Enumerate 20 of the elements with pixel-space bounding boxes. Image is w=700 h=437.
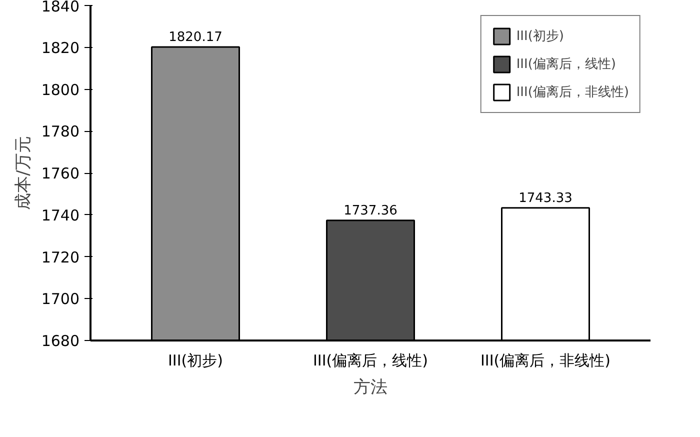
y-tick-label: 1740 — [41, 206, 80, 224]
y-tick-label: 1800 — [41, 80, 80, 99]
x-tick-label: III(偏离后，线性) — [313, 352, 428, 370]
x-tick-label: III(偏离后，非线性) — [480, 352, 610, 370]
x-tick-label: III(初步) — [168, 352, 223, 370]
data-label: 1820.17 — [168, 30, 222, 46]
data-label: 1743.33 — [518, 190, 572, 206]
y-tick-label: 1780 — [41, 122, 80, 141]
x-axis-title: 方法 — [354, 378, 388, 398]
y-tick-label: 1820 — [41, 38, 80, 57]
data-label: 1737.36 — [344, 203, 398, 218]
legend-label: III(偏离后，线性) — [516, 56, 616, 73]
y-tick-label: 1720 — [41, 248, 80, 266]
y-tick-label: 1700 — [41, 290, 80, 308]
legend-label: III(初步) — [516, 28, 564, 45]
legend-label: III(偏离后，非线性) — [516, 84, 629, 101]
y-tick-label: 1680 — [41, 332, 80, 350]
y-tick-label: 1760 — [41, 164, 80, 182]
y-axis-title: 成本/万元 — [13, 136, 34, 210]
y-tick-label: 1840 — [41, 0, 80, 16]
